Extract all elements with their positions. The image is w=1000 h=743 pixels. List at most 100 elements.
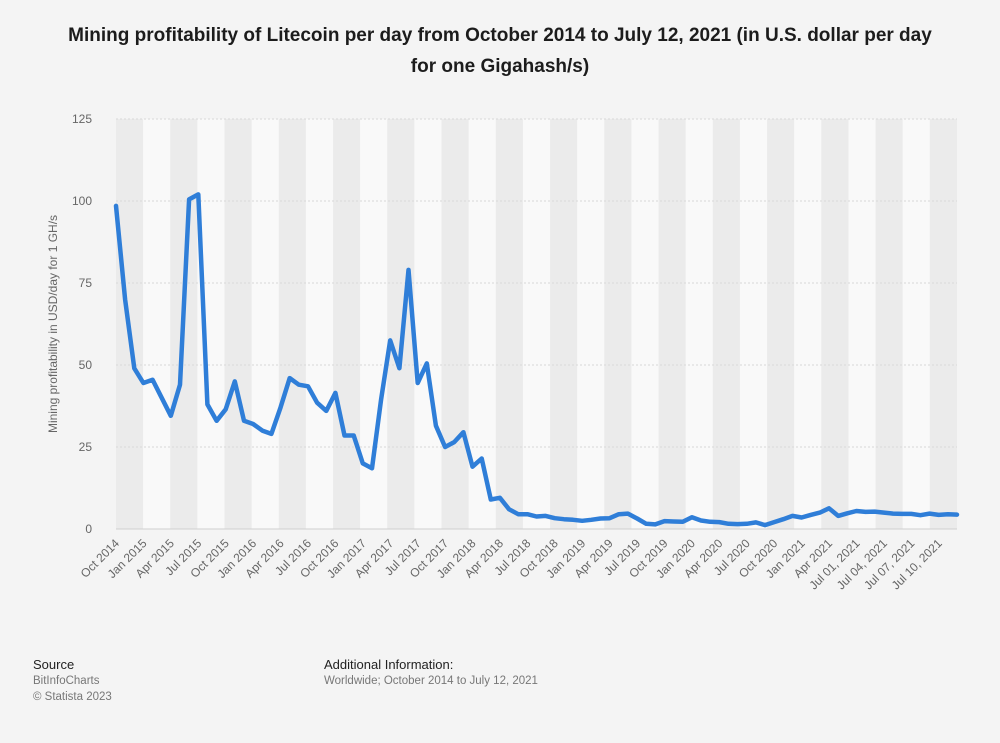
data-point[interactable]: [479, 455, 485, 461]
data-point[interactable]: [835, 513, 841, 519]
data-point[interactable]: [250, 421, 256, 427]
data-point[interactable]: [488, 496, 494, 502]
data-point[interactable]: [323, 408, 329, 414]
data-point[interactable]: [424, 360, 430, 366]
data-point[interactable]: [268, 431, 274, 437]
data-point[interactable]: [570, 517, 576, 523]
data-point[interactable]: [378, 396, 384, 402]
data-point[interactable]: [826, 505, 832, 511]
data-point[interactable]: [442, 444, 448, 450]
data-point[interactable]: [177, 382, 183, 388]
data-point[interactable]: [936, 512, 942, 518]
data-point[interactable]: [607, 515, 613, 521]
data-point[interactable]: [296, 382, 302, 388]
data-point[interactable]: [552, 515, 558, 521]
data-point[interactable]: [917, 512, 923, 518]
plot-band: [224, 119, 252, 529]
data-point[interactable]: [762, 522, 768, 528]
data-point[interactable]: [122, 296, 128, 302]
data-point[interactable]: [689, 514, 695, 520]
data-point[interactable]: [387, 337, 393, 343]
data-point[interactable]: [707, 519, 713, 525]
data-point[interactable]: [369, 465, 375, 471]
data-point[interactable]: [616, 511, 622, 517]
data-point[interactable]: [890, 511, 896, 517]
data-point[interactable]: [287, 375, 293, 381]
data-point[interactable]: [899, 511, 905, 517]
data-point[interactable]: [342, 433, 348, 439]
data-point[interactable]: [625, 511, 631, 517]
data-point[interactable]: [470, 464, 476, 470]
data-point[interactable]: [853, 508, 859, 514]
data-point[interactable]: [433, 423, 439, 429]
data-point[interactable]: [908, 511, 914, 517]
data-point[interactable]: [524, 511, 530, 517]
source-name[interactable]: BitInfoCharts: [33, 675, 100, 687]
data-point[interactable]: [232, 378, 238, 384]
data-point[interactable]: [131, 365, 137, 371]
data-point[interactable]: [597, 516, 603, 522]
data-point[interactable]: [817, 510, 823, 516]
data-point[interactable]: [643, 521, 649, 527]
data-point[interactable]: [259, 428, 265, 434]
data-point[interactable]: [680, 519, 686, 525]
data-point[interactable]: [863, 509, 869, 515]
data-point[interactable]: [113, 203, 119, 209]
data-point[interactable]: [168, 413, 174, 419]
data-point[interactable]: [789, 513, 795, 519]
data-point[interactable]: [332, 390, 338, 396]
data-point[interactable]: [305, 383, 311, 389]
data-point[interactable]: [497, 495, 503, 501]
data-point[interactable]: [396, 365, 402, 371]
data-point[interactable]: [799, 515, 805, 521]
additional-info-text: Worldwide; October 2014 to July 12, 2021: [324, 675, 538, 687]
data-point[interactable]: [927, 511, 933, 517]
series-group: [113, 191, 960, 528]
data-point[interactable]: [579, 518, 585, 524]
data-point[interactable]: [515, 511, 521, 517]
data-point[interactable]: [844, 510, 850, 516]
data-point[interactable]: [406, 267, 412, 273]
data-point[interactable]: [771, 519, 777, 525]
data-point[interactable]: [881, 510, 887, 516]
data-point[interactable]: [945, 511, 951, 517]
data-point[interactable]: [451, 439, 457, 445]
data-point[interactable]: [140, 380, 146, 386]
data-point[interactable]: [634, 516, 640, 522]
data-point[interactable]: [543, 513, 549, 519]
series-line[interactable]: [113, 192, 960, 528]
data-point[interactable]: [214, 418, 220, 424]
data-point[interactable]: [780, 516, 786, 522]
copyright[interactable]: © Statista 2023: [33, 691, 112, 703]
data-point[interactable]: [278, 405, 284, 411]
data-point[interactable]: [223, 406, 229, 412]
data-point[interactable]: [150, 377, 156, 383]
data-point[interactable]: [954, 512, 960, 518]
data-point[interactable]: [351, 433, 357, 439]
data-point[interactable]: [360, 460, 366, 466]
data-point[interactable]: [195, 191, 201, 197]
data-point[interactable]: [744, 521, 750, 527]
data-point[interactable]: [671, 518, 677, 524]
data-point[interactable]: [415, 380, 421, 386]
data-point[interactable]: [716, 519, 722, 525]
data-point[interactable]: [698, 517, 704, 523]
data-point[interactable]: [534, 514, 540, 520]
data-point[interactable]: [241, 418, 247, 424]
data-point[interactable]: [735, 521, 741, 527]
plot-band: [875, 119, 903, 529]
data-point[interactable]: [204, 401, 210, 407]
data-point[interactable]: [808, 512, 814, 518]
data-point[interactable]: [314, 400, 320, 406]
data-point[interactable]: [753, 519, 759, 525]
data-point[interactable]: [872, 509, 878, 515]
data-point[interactable]: [460, 429, 466, 435]
data-point[interactable]: [186, 196, 192, 202]
data-point[interactable]: [561, 516, 567, 522]
data-point[interactable]: [588, 517, 594, 523]
data-point[interactable]: [652, 521, 658, 527]
data-point[interactable]: [661, 518, 667, 524]
data-point[interactable]: [725, 521, 731, 527]
data-point[interactable]: [506, 506, 512, 512]
data-point[interactable]: [159, 395, 165, 401]
